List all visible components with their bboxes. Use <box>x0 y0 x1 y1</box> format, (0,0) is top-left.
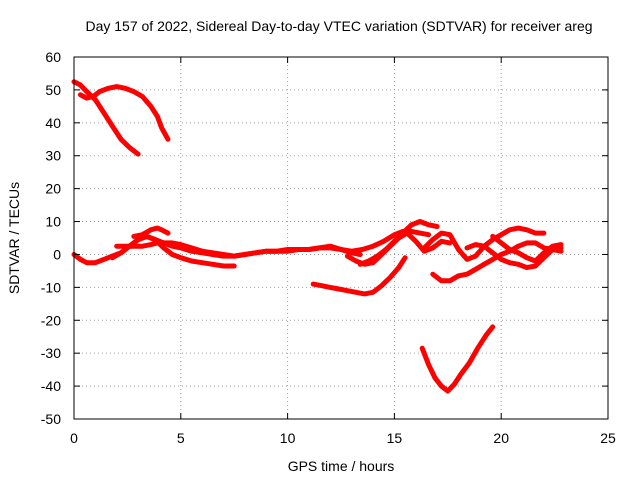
x-tick-label: 15 <box>387 430 403 446</box>
x-tick-label: 25 <box>600 430 616 446</box>
y-tick-label: 50 <box>45 82 61 98</box>
series-arc-2 <box>77 84 171 142</box>
series-arc-9 <box>357 219 440 267</box>
plot-frame <box>73 56 609 420</box>
x-tick-label: 0 <box>70 430 78 446</box>
y-tick-label: -30 <box>41 345 61 361</box>
y-tick-label: 10 <box>45 214 61 230</box>
series-arc-1 <box>71 79 141 157</box>
x-tick-labels: 0 5 10 15 20 25 <box>70 430 616 446</box>
data-series <box>71 79 564 394</box>
x-tick-label: 20 <box>493 430 509 446</box>
series-arc-6 <box>131 225 171 239</box>
y-tick-label: 0 <box>53 246 61 262</box>
y-tick-label: 20 <box>45 181 61 197</box>
y-tick-labels: -50 -40 -30 -20 -10 0 10 20 30 40 50 60 <box>41 49 61 427</box>
series-arc-5 <box>114 240 363 259</box>
axis-ticks <box>73 56 609 420</box>
y-tick-label: 60 <box>45 49 61 65</box>
chart-title: Day 157 of 2022, Sidereal Day-to-day VTE… <box>85 18 592 34</box>
x-tick-label: 10 <box>280 430 296 446</box>
x-axis-label: GPS time / hours <box>288 458 395 474</box>
series-arc-12 <box>464 242 564 271</box>
y-tick-label: -10 <box>41 279 61 295</box>
x-tick-label: 5 <box>177 430 185 446</box>
series-arc-7 <box>310 255 408 297</box>
y-axis-label: SDTVAR / TECUs <box>6 182 22 294</box>
y-tick-label: 30 <box>45 148 61 164</box>
y-tick-label: -20 <box>41 312 61 328</box>
series-arc-13 <box>490 233 564 264</box>
y-tick-label: -50 <box>41 411 61 427</box>
y-tick-label: 40 <box>45 115 61 131</box>
series-arc-14 <box>419 324 496 394</box>
y-tick-label: -40 <box>41 378 61 394</box>
